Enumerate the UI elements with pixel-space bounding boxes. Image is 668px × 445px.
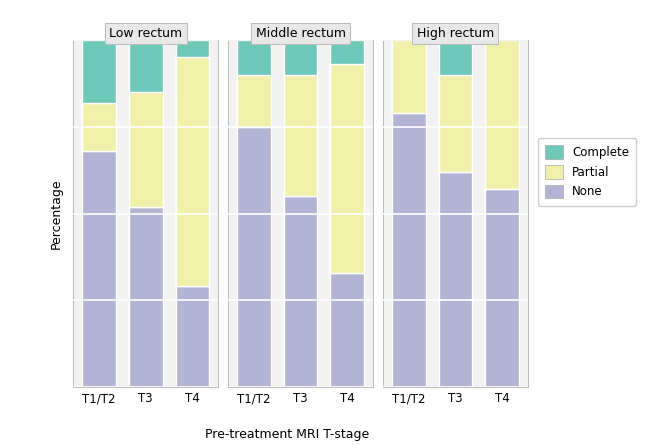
Bar: [129, 206, 162, 387]
Bar: [485, 189, 519, 387]
Bar: [331, 40, 364, 65]
Bar: [284, 75, 317, 196]
Bar: [82, 102, 116, 151]
Bar: [82, 40, 116, 102]
Bar: [129, 92, 162, 206]
Text: Pre-treatment MRI T-stage: Pre-treatment MRI T-stage: [205, 428, 369, 441]
Bar: [176, 57, 209, 287]
Bar: [331, 65, 364, 273]
Bar: [129, 40, 162, 92]
Bar: [284, 196, 317, 387]
Bar: [392, 40, 426, 113]
Bar: [176, 287, 209, 387]
Bar: [331, 65, 364, 273]
Bar: [237, 127, 271, 387]
Bar: [392, 40, 426, 113]
Bar: [129, 40, 162, 92]
Bar: [237, 75, 271, 127]
Bar: [485, 189, 519, 387]
Bar: [284, 40, 317, 75]
Bar: [284, 40, 317, 75]
Bar: [392, 113, 426, 387]
Bar: [439, 40, 472, 75]
Bar: [82, 151, 116, 387]
Bar: [237, 75, 271, 127]
Bar: [129, 206, 162, 387]
Bar: [237, 40, 271, 75]
Bar: [439, 75, 472, 172]
Title: High rectum: High rectum: [417, 27, 494, 40]
Bar: [485, 40, 519, 189]
Bar: [284, 196, 317, 387]
Bar: [439, 75, 472, 172]
Bar: [176, 57, 209, 287]
Bar: [439, 172, 472, 387]
Legend: Complete, Partial, None: Complete, Partial, None: [538, 138, 637, 206]
Bar: [82, 102, 116, 151]
Title: Low rectum: Low rectum: [110, 27, 182, 40]
Title: Middle rectum: Middle rectum: [256, 27, 345, 40]
Y-axis label: Percentage: Percentage: [50, 178, 63, 249]
Bar: [331, 273, 364, 387]
Bar: [176, 40, 209, 57]
